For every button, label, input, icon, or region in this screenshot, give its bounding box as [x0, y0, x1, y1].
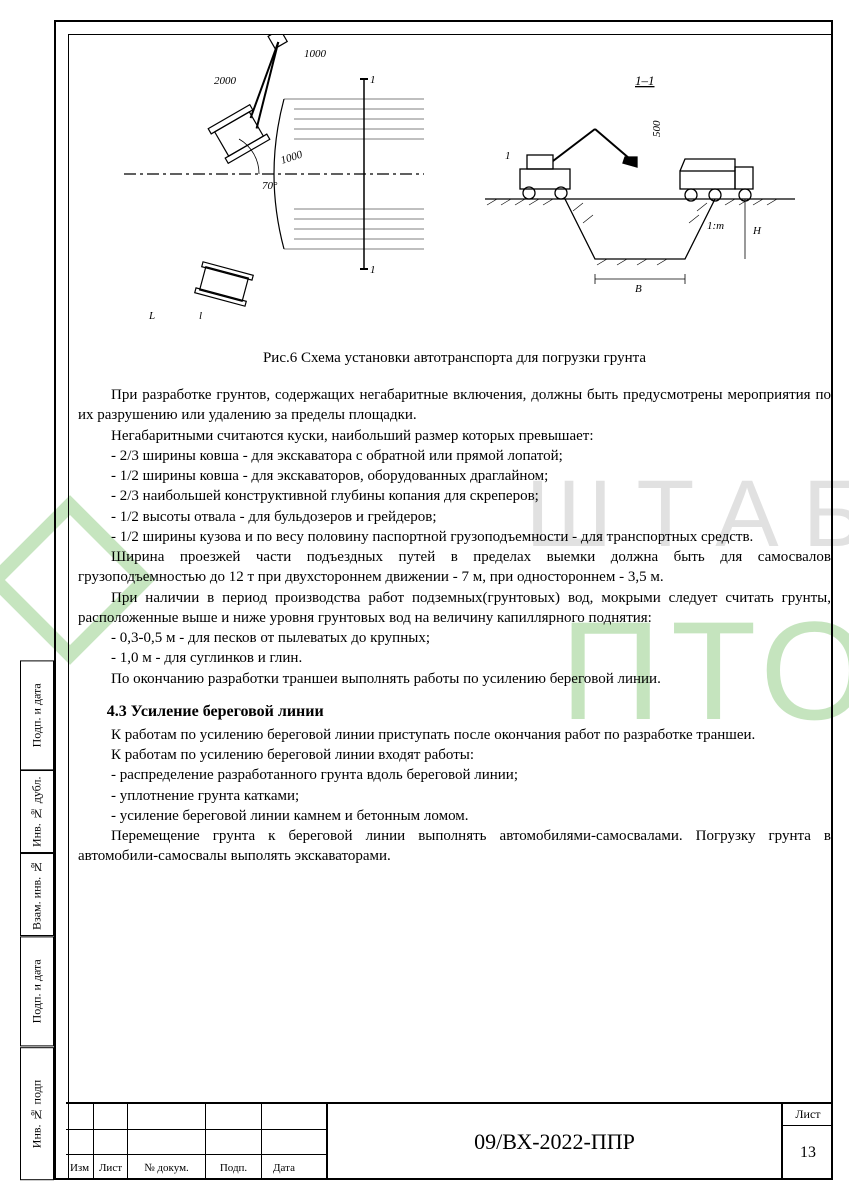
paragraph: По окончанию разработки траншеи выполнят…: [78, 669, 831, 689]
list-item: - 1/2 ширины кузова и по весу половину п…: [78, 527, 831, 547]
dim-label: 70°: [262, 180, 278, 192]
document-code: 09/ВХ-2022-ППР: [328, 1104, 783, 1180]
list-item: - распределение разработанного грунта вд…: [78, 765, 831, 785]
list-item: - 0,3-0,5 м - для песков от пылеватых до…: [78, 628, 831, 648]
sheet-label: Лист: [783, 1104, 833, 1126]
dim-label: 1000: [279, 148, 304, 166]
list-item: - 1/2 ширины ковша - для экскаваторов, о…: [78, 466, 831, 486]
list-item: - 2/3 наибольшей конструктивной глубины …: [78, 486, 831, 506]
section-label: 1–1: [635, 73, 655, 88]
side-label: Подп. и дата: [20, 660, 54, 770]
page-content: 1000 2000 1000 70° L l 1 1 1–1: [78, 34, 831, 1102]
tb-header: Лист: [94, 1155, 128, 1180]
paragraph: К работам по усилению береговой линии вх…: [78, 745, 831, 765]
dim-label: l: [199, 310, 202, 322]
ref-label: 1: [370, 264, 376, 276]
body-text: При разработке грунтов, содержащих негаб…: [78, 385, 831, 867]
title-block-revision-table: Изм Лист № докум. Подп. Дата: [66, 1104, 328, 1180]
side-label: Взам. инв. №: [20, 853, 54, 936]
figure-6-section: 1–1: [475, 69, 805, 309]
tb-header: Изм: [66, 1155, 94, 1180]
list-item: - 2/3 ширины ковша - для экскаватора с о…: [78, 446, 831, 466]
dim-label: 1:m: [707, 220, 724, 232]
sheet-number: 13: [783, 1126, 833, 1180]
figure-6: 1000 2000 1000 70° L l 1 1 1–1: [78, 34, 831, 344]
dim-label: L: [148, 310, 155, 322]
list-item: - усиление береговой линии камнем и бето…: [78, 806, 831, 826]
list-item: - 1,0 м - для суглинков и глин.: [78, 648, 831, 668]
paragraph: При наличии в период производства работ …: [78, 588, 831, 629]
gost-side-strip: Подп. и дата Инв. № дубл. Взам. инв. № П…: [20, 660, 54, 1180]
side-label: Инв. № дубл.: [20, 770, 54, 853]
figure-6-plan-view: 1000 2000 1000 70° L l 1 1: [104, 39, 424, 339]
dim-label: 1000: [304, 48, 327, 60]
dim-label: В: [635, 283, 642, 295]
figure-caption: Рис.6 Схема установки автотранспорта для…: [78, 350, 831, 367]
dim-label: 500: [651, 120, 663, 137]
gost-title-block: Изм Лист № докум. Подп. Дата 09/ВХ-2022-…: [66, 1102, 833, 1180]
dim-label: 2000: [214, 75, 237, 87]
side-label: Подп. и дата: [20, 936, 54, 1046]
paragraph: При разработке грунтов, содержащих негаб…: [78, 385, 831, 426]
tb-header: № докум.: [128, 1155, 206, 1180]
tb-header: Дата: [262, 1155, 306, 1180]
list-item: - 1/2 высоты отвала - для бульдозеров и …: [78, 507, 831, 527]
tb-header: Подп.: [206, 1155, 262, 1180]
dim-label: H: [752, 225, 762, 237]
ref-label: 1: [370, 74, 376, 86]
section-heading: 4.3 Усиление береговой линии: [78, 703, 831, 721]
ref-label: 1: [505, 150, 511, 162]
paragraph: Негабаритными считаются куски, наибольши…: [78, 426, 831, 446]
paragraph: К работам по усилению береговой линии пр…: [78, 725, 831, 745]
paragraph: Перемещение грунта к береговой линии вып…: [78, 826, 831, 867]
list-item: - уплотнение грунта катками;: [78, 786, 831, 806]
side-label: Инв. № подп: [20, 1047, 54, 1180]
paragraph: Ширина проезжей части подъездных путей в…: [78, 547, 831, 588]
